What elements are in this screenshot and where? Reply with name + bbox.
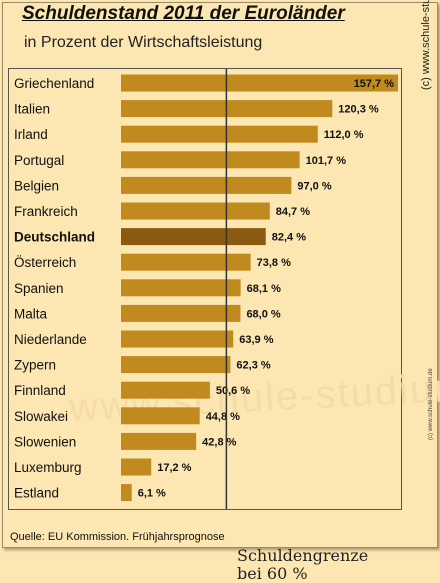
value-label: 112,0 % xyxy=(324,129,364,141)
value-label: 68,1 % xyxy=(247,283,281,295)
source-note: Quelle: EU Kommission. Frühjahrsprognose xyxy=(10,531,225,543)
category-label: Irland xyxy=(14,127,48,142)
debt-limit-note: Schuldengrenze bei 60 % xyxy=(237,547,368,583)
value-label: 63,9 % xyxy=(239,334,273,346)
category-label: Spanien xyxy=(14,281,64,296)
bar xyxy=(121,176,292,194)
value-label: 84,7 % xyxy=(276,206,310,218)
value-label: 44,8 % xyxy=(206,411,240,423)
value-label: 101,7 % xyxy=(306,155,347,167)
category-label: Österreich xyxy=(14,255,76,270)
chart-frame xyxy=(2,2,438,548)
bar xyxy=(121,381,210,399)
value-label: 6,1 % xyxy=(138,488,166,500)
bar xyxy=(121,125,318,143)
category-label: Malta xyxy=(14,306,48,321)
category-label: Estland xyxy=(14,486,59,501)
category-label: Belgien xyxy=(14,178,59,193)
category-label: Slowakei xyxy=(14,409,68,424)
value-label: 17,2 % xyxy=(157,462,191,474)
bar xyxy=(121,228,266,246)
value-label: 157,7 % xyxy=(354,78,395,90)
bar xyxy=(121,151,300,169)
category-label: Luxemburg xyxy=(14,460,82,475)
value-label: 42,8 % xyxy=(202,436,236,448)
bar xyxy=(121,356,231,374)
bar xyxy=(121,279,241,297)
value-label: 62,3 % xyxy=(236,360,270,372)
bar-chart: Griechenland 157,7 % Italien 120,3 % Irland 1… xyxy=(14,69,398,509)
category-label: Frankreich xyxy=(14,204,78,219)
bar xyxy=(121,458,152,476)
value-label: 50,6 % xyxy=(216,385,250,397)
bar xyxy=(121,74,398,92)
bar xyxy=(121,407,200,425)
copyright-credit-small: (c) www.schule-studium.de xyxy=(428,368,434,440)
plot-area: www.schule-studium.de Griechenland 157,7 … xyxy=(8,68,440,583)
category-label: Zypern xyxy=(14,358,56,373)
value-label: 68,0 % xyxy=(246,308,280,320)
category-label: Griechenland xyxy=(14,76,94,91)
chart-title: Schuldenstand 2011 der Euroländer xyxy=(22,3,345,24)
category-label: Niederlande xyxy=(14,332,87,347)
category-label: Slowenien xyxy=(14,434,76,449)
value-label: 120,3 % xyxy=(338,104,379,116)
debt-limit-note-line2: bei 60 % xyxy=(237,564,308,583)
category-label: Italien xyxy=(14,102,50,117)
bar xyxy=(121,484,132,502)
bar xyxy=(121,202,270,220)
copyright-credit: (c) www.schule-studium.de xyxy=(420,0,432,90)
bar xyxy=(121,330,234,348)
category-label: Deutschland xyxy=(14,230,95,245)
value-label: 97,0 % xyxy=(297,180,331,192)
chart-subtitle: in Prozent der Wirtschaftsleistung xyxy=(24,34,263,51)
category-label: Portugal xyxy=(14,153,64,168)
bar xyxy=(121,253,251,271)
bar xyxy=(121,304,241,322)
value-label: 82,4 % xyxy=(272,232,306,244)
value-label: 73,8 % xyxy=(257,257,291,269)
bar xyxy=(121,432,197,450)
category-label: Finnland xyxy=(14,383,66,398)
